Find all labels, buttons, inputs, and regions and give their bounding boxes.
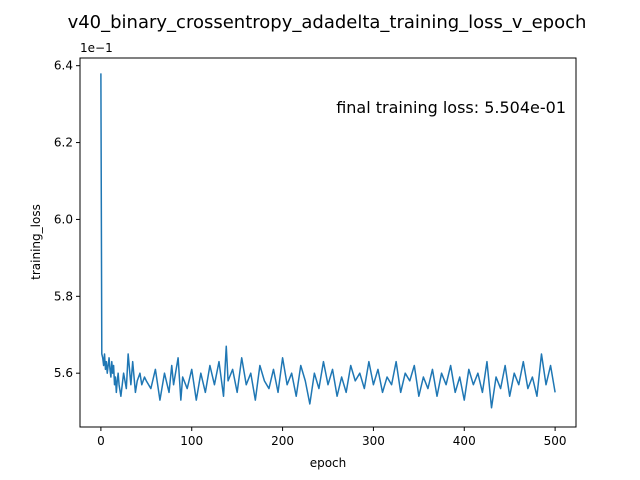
y-tick-label: 6.2 [54, 136, 73, 150]
y-axis-offset-label: 1e−1 [80, 41, 113, 55]
chart-title: v40_binary_crossentropy_adadelta_trainin… [68, 12, 587, 33]
series-layer [100, 73, 556, 409]
x-tick-label: 500 [544, 434, 567, 448]
x-axis-label: epoch [310, 456, 347, 470]
plot-area [80, 58, 576, 427]
y-axis: 5.6 5.8 6.0 6.2 6.4 [54, 59, 80, 380]
x-axis: 0 100 200 300 400 500 [97, 427, 567, 448]
final-loss-annotation: final training loss: 5.504e-01 [336, 98, 566, 117]
x-tick-label: 200 [271, 434, 294, 448]
x-tick-label: 100 [180, 434, 203, 448]
y-tick-label: 5.6 [54, 366, 73, 380]
y-tick-label: 6.4 [54, 59, 73, 73]
y-axis-label: training_loss [29, 204, 43, 280]
x-tick-label: 300 [362, 434, 385, 448]
training-loss-line [100, 73, 556, 409]
plot-frame [79, 57, 577, 428]
x-tick-label: 400 [453, 434, 476, 448]
y-tick-label: 5.8 [54, 289, 73, 303]
x-tick-label: 0 [97, 434, 105, 448]
y-tick-label: 6.0 [54, 212, 73, 226]
